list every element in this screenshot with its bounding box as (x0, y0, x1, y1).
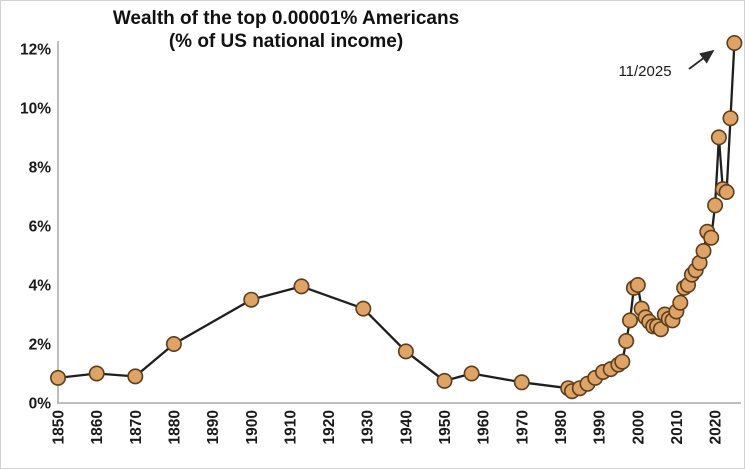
x-tick-label: 1970 (514, 410, 531, 444)
data-point (722, 110, 739, 127)
x-tick-label: 1960 (476, 410, 493, 444)
x-tick-label: 1900 (244, 410, 261, 444)
chart-title: Wealth of the top 0.00001% Americans (112, 8, 460, 29)
x-tick-label: 1990 (592, 410, 609, 444)
x-tick-label: 1850 (51, 410, 68, 444)
data-point (629, 276, 646, 293)
x-tick-label: 1880 (166, 410, 183, 444)
y-tick-label: 0% (29, 396, 52, 413)
x-tick-label: 2020 (708, 410, 725, 444)
x-tick-label: 1890 (205, 410, 222, 444)
annotation-label: 11/2025 (618, 63, 672, 80)
x-tick-label: 1930 (360, 410, 377, 444)
data-point (513, 374, 530, 391)
y-tick-label: 8% (29, 159, 52, 176)
x-tick-label: 1920 (321, 410, 338, 444)
x-tick-label: 1910 (282, 410, 299, 444)
y-tick-label: 4% (29, 277, 52, 294)
x-tick-label: 1860 (89, 410, 106, 444)
data-point (293, 278, 310, 295)
data-point (614, 353, 631, 370)
y-tick-label: 6% (29, 218, 52, 235)
data-point (710, 129, 727, 146)
y-tick-label: 2% (29, 336, 52, 353)
data-point (672, 294, 689, 311)
x-tick-label: 1940 (398, 410, 415, 444)
data-point (49, 369, 66, 386)
y-tick-label: 10% (20, 100, 51, 117)
y-tick-label: 12% (20, 41, 51, 58)
data-point (397, 343, 414, 360)
chart-subtitle: (% of US national income) (168, 31, 404, 52)
data-point (703, 229, 720, 246)
x-tick-label: 1870 (128, 410, 145, 444)
x-tick-label: 1980 (553, 410, 570, 444)
x-tick-label: 2010 (669, 410, 686, 444)
data-point (618, 332, 635, 349)
data-point (726, 34, 743, 51)
data-point (165, 335, 182, 352)
data-point (243, 291, 260, 308)
data-point (621, 312, 638, 329)
data-point (718, 184, 735, 201)
data-point (695, 243, 712, 260)
data-point (436, 372, 453, 389)
annotation-arrow-icon (688, 49, 715, 70)
data-point (355, 300, 372, 317)
x-tick-label: 2000 (630, 410, 647, 444)
data-point (127, 368, 144, 385)
x-tick-label: 1950 (437, 410, 454, 444)
data-point (88, 365, 105, 382)
data-point (707, 197, 724, 214)
data-point (463, 365, 480, 382)
